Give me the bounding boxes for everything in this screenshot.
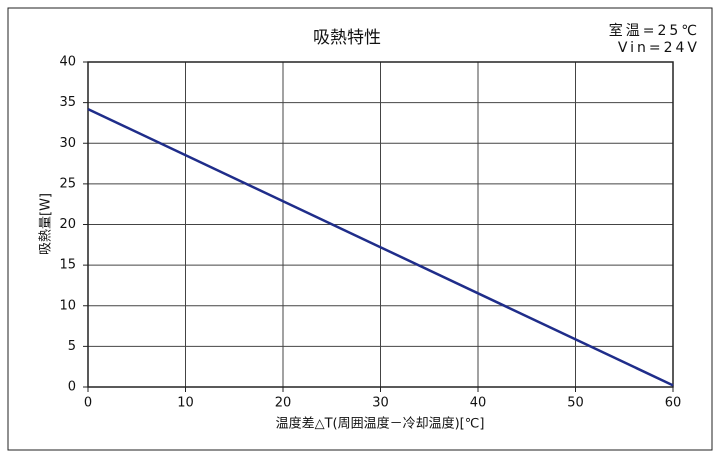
x-tick-label: 20 bbox=[275, 396, 292, 411]
y-tick-label: 40 bbox=[59, 55, 76, 70]
chart-title: 吸熱特性 bbox=[313, 28, 381, 48]
x-tick-label: 60 bbox=[665, 396, 682, 411]
y-tick-label: 30 bbox=[59, 136, 76, 151]
annotation: Vin=24V bbox=[618, 40, 700, 56]
frame bbox=[7, 7, 713, 451]
y-axis-label: 吸熱量[W] bbox=[39, 193, 54, 255]
y-tick-label: 10 bbox=[59, 298, 76, 313]
y-tick-label: 20 bbox=[59, 217, 76, 232]
x-tick-label: 10 bbox=[177, 396, 194, 411]
x-tick-label: 40 bbox=[470, 396, 487, 411]
x-tick-label: 50 bbox=[567, 396, 584, 411]
x-tick-label: 0 bbox=[84, 396, 92, 411]
x-tick-label: 30 bbox=[372, 396, 389, 411]
y-tick-label: 0 bbox=[68, 380, 76, 395]
data-line bbox=[87, 107, 674, 387]
plot-area bbox=[87, 61, 674, 388]
y-tick-label: 35 bbox=[59, 95, 76, 110]
y-tick-label: 15 bbox=[59, 258, 76, 273]
x-axis-label: 温度差△T(周囲温度－冷却温度)[℃] bbox=[276, 416, 485, 432]
y-tick-label: 5 bbox=[68, 339, 76, 354]
annotation: 室温=25℃ bbox=[609, 22, 700, 39]
y-tick-label: 25 bbox=[59, 176, 76, 191]
